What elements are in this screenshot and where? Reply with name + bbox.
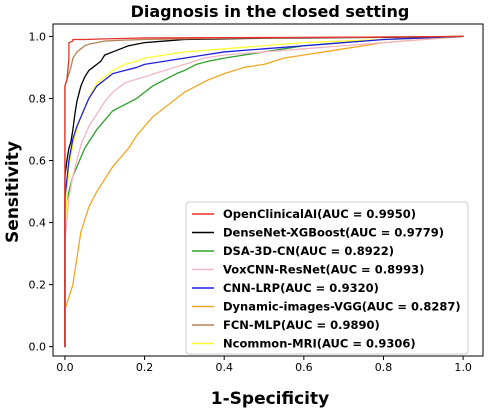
legend-label: DSA-3D-CN(AUC = 0.8922) xyxy=(223,244,394,258)
legend-label: Dynamic-images-VGG(AUC = 0.8287) xyxy=(223,300,461,314)
x-tick-label: 1.0 xyxy=(454,361,472,374)
roc-curve-4 xyxy=(64,35,464,348)
roc-curve-7 xyxy=(64,35,464,348)
roc-curves xyxy=(64,35,464,348)
y-tick-label: 0.8 xyxy=(29,92,47,105)
legend-box xyxy=(185,201,469,355)
legend-label: FCN-MLP(AUC = 0.9890) xyxy=(223,318,380,332)
axis-ticks: 0.0 0.2 0.4 0.6 0.8 1.0 0.0 0.2 0.4 0.6 0.8 1.0 xyxy=(29,30,472,374)
y-tick-label: 0.6 xyxy=(29,155,47,168)
x-tick-label: 0.0 xyxy=(56,361,74,374)
y-tick-label: 1.0 xyxy=(29,30,47,43)
x-tick-label: 0.8 xyxy=(375,361,393,374)
legend-label: VoxCNN-ResNet(AUC = 0.8993) xyxy=(223,263,424,277)
legend-label: Ncommon-MRI(AUC = 0.9306) xyxy=(223,337,416,351)
y-tick-label: 0.2 xyxy=(29,279,47,292)
y-axis-label: Sensitivity xyxy=(3,141,23,243)
legend: OpenClinicalAI(AUC = 0.9950) DenseNet-XGB… xyxy=(185,201,469,355)
roc-curve-3 xyxy=(64,35,464,348)
y-tick-label: 0.0 xyxy=(29,341,47,354)
plot-frame xyxy=(52,23,484,357)
x-axis-label: 1-Specificity xyxy=(211,389,329,409)
roc-curve-0 xyxy=(64,35,464,348)
roc-curve-5 xyxy=(64,35,464,348)
legend-label: CNN-LRP(AUC = 0.9320) xyxy=(223,281,379,295)
legend-label: OpenClinicalAI(AUC = 0.9950) xyxy=(223,207,416,221)
x-tick-label: 0.6 xyxy=(295,361,313,374)
x-tick-label: 0.2 xyxy=(136,361,154,374)
x-tick-label: 0.4 xyxy=(215,361,233,374)
y-tick-label: 0.4 xyxy=(29,217,47,230)
legend-label: DenseNet-XGBoost(AUC = 0.9779) xyxy=(223,226,444,240)
chart-title: Diagnosis in the closed setting xyxy=(131,2,410,21)
